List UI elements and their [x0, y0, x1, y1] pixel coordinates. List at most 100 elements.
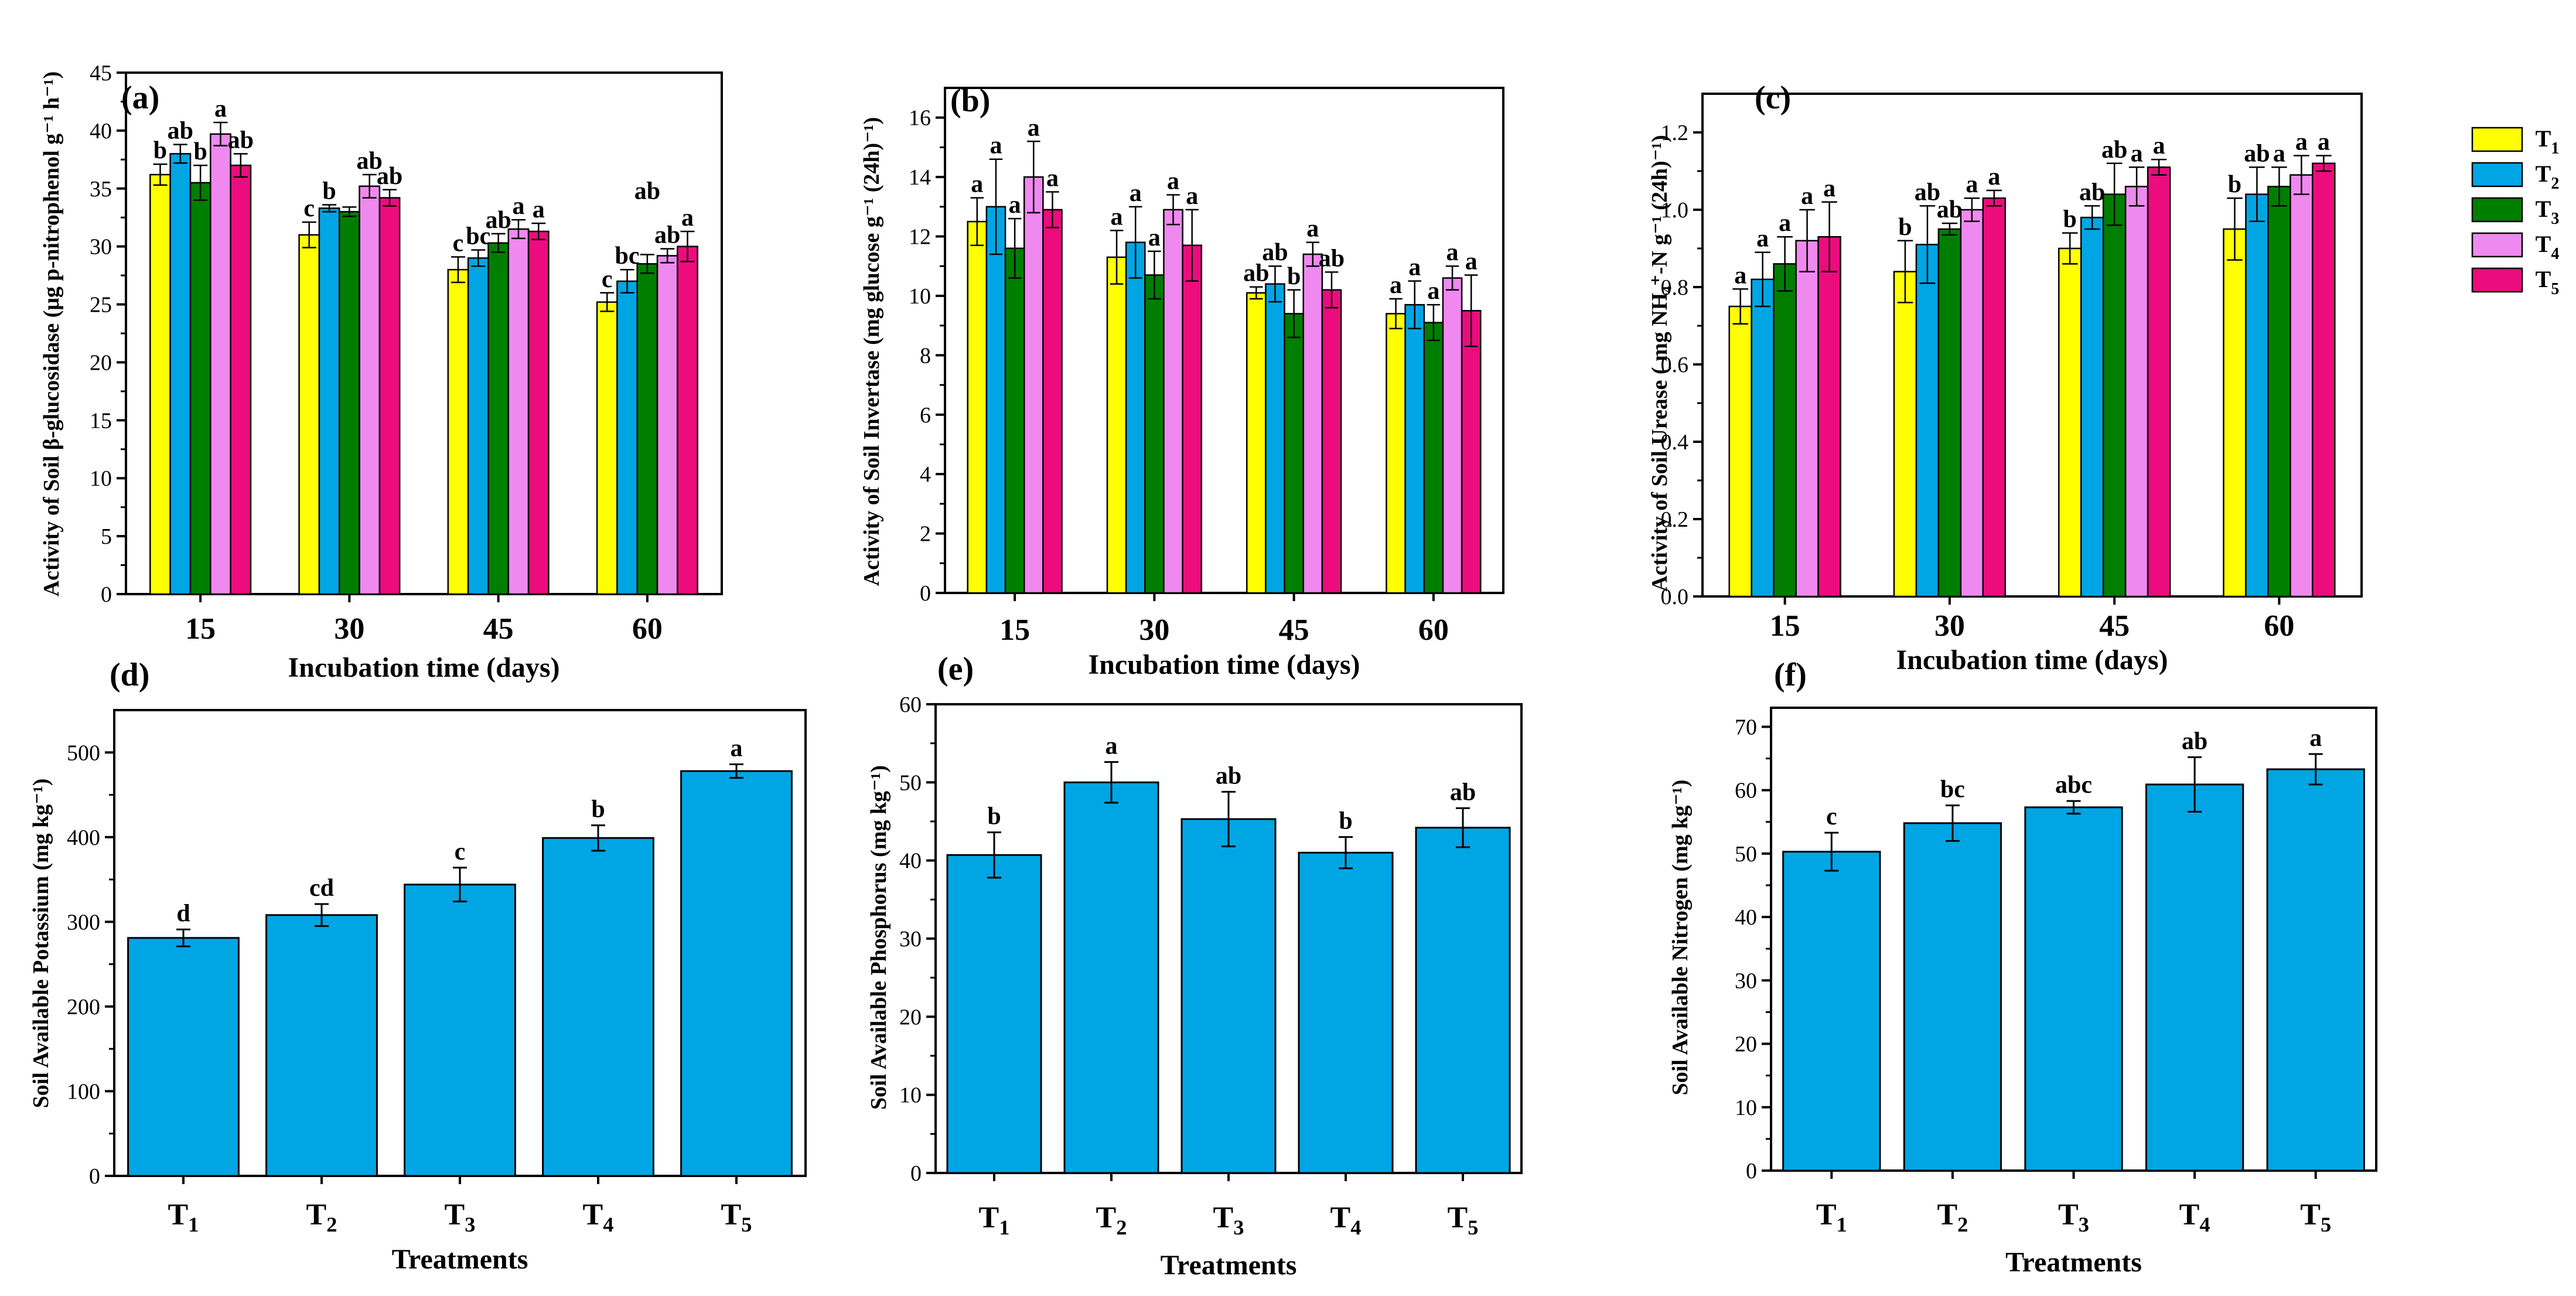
panel-label: (b) — [950, 83, 990, 119]
y-axis-title: Activity of Soil Invertase (mg glucose g… — [859, 117, 884, 586]
significance-letter: a — [731, 735, 743, 762]
y-tick-label: 12 — [909, 225, 931, 250]
x-axis-title: Incubation time (days) — [1896, 644, 2168, 676]
x-tick-label: 60 — [632, 612, 663, 646]
bar — [169, 153, 192, 595]
significance-letter: a — [1167, 168, 1179, 195]
bar — [2080, 216, 2104, 598]
legend-swatch — [2471, 232, 2523, 258]
bar — [1302, 253, 1323, 594]
bar — [636, 263, 658, 595]
significance-letter: a — [1823, 175, 1835, 202]
bar — [1106, 256, 1127, 594]
significance-letter: ab — [377, 163, 402, 190]
significance-letter: b — [1287, 263, 1301, 290]
significance-letter: a — [1801, 183, 1813, 210]
significance-letter: a — [1106, 733, 1118, 760]
legend-swatch — [2471, 162, 2523, 187]
panel-c: 0.0 0.2 0.4 0.6 0.8 1.0 1.2 (c) Activity of Soil… — [1647, 80, 2363, 676]
bar — [1144, 274, 1165, 594]
significance-letter: a — [1988, 163, 2000, 190]
x-axis-title: Treatments — [1161, 1250, 1297, 1281]
x-tick-label: T2 — [1096, 1201, 1127, 1239]
y-tick-label: 10 — [899, 1083, 922, 1108]
bar — [1795, 240, 1819, 598]
x-tick-label: 60 — [1418, 613, 1449, 647]
bar — [656, 255, 678, 595]
significance-letter: a — [2131, 140, 2143, 167]
y-axis-title: Soil Available Potassium (mg kg⁻¹) — [29, 779, 53, 1109]
bar — [487, 242, 510, 595]
x-tick-label: 60 — [2264, 609, 2294, 643]
x-tick-label: T5 — [1448, 1201, 1479, 1239]
bar — [1386, 313, 1406, 594]
plot-frame — [944, 87, 1504, 594]
significance-letter: ab — [1262, 239, 1288, 266]
significance-letter: ab — [1915, 179, 1940, 206]
bar — [2024, 806, 2123, 1172]
y-tick-label: 0 — [1746, 1159, 1757, 1184]
bar — [1960, 209, 1984, 598]
bar — [1728, 305, 1752, 598]
legend-swatch — [2471, 197, 2523, 223]
bar — [467, 257, 489, 595]
legend-label: T1 — [2536, 125, 2560, 158]
y-tick-label: 200 — [67, 995, 100, 1019]
significance-letter: ab — [1937, 196, 1963, 223]
significance-letter: c — [1826, 803, 1837, 830]
significance-letter: c — [455, 838, 466, 865]
bar — [1246, 292, 1267, 594]
y-tick-label: 20 — [90, 350, 112, 375]
bar — [127, 937, 240, 1177]
x-axis-title: Incubation time (days) — [288, 652, 559, 683]
significance-letter: a — [990, 132, 1002, 159]
x-tick-label: T1 — [979, 1201, 1010, 1239]
bar — [1893, 271, 1918, 598]
y-tick-label: 0 — [910, 1161, 922, 1186]
x-tick-label: 45 — [1279, 613, 1309, 647]
significance-letter: c — [453, 230, 464, 257]
significance-letter: b — [2228, 171, 2241, 198]
y-tick-label: 5 — [101, 524, 112, 549]
significance-letter: ab — [1216, 762, 1241, 789]
significance-letter: b — [153, 137, 167, 164]
y-axis-title: Soil Available Phosphorus (mg kg⁻¹) — [866, 765, 891, 1110]
x-tick-label: T1 — [168, 1198, 199, 1236]
significance-letter: a — [214, 96, 227, 122]
bar — [230, 164, 252, 595]
x-tick-label: T4 — [583, 1198, 614, 1236]
bar — [1461, 310, 1482, 594]
significance-letter: a — [1130, 180, 1142, 207]
significance-letter: ab — [1243, 260, 1269, 287]
y-tick-label: 60 — [1735, 779, 1757, 803]
bar — [2058, 247, 2082, 598]
bar — [985, 206, 1006, 594]
legend-label: T5 — [2536, 266, 2560, 298]
significance-letter: a — [1779, 210, 1791, 237]
y-tick-label: 25 — [90, 293, 112, 318]
x-tick-label: 45 — [2099, 609, 2130, 643]
significance-letter: a — [533, 196, 545, 223]
significance-letter: a — [2318, 129, 2330, 156]
y-tick-label: 6 — [920, 403, 931, 428]
significance-letter: ab — [2101, 137, 2127, 163]
bar — [1163, 209, 1183, 594]
bar — [1937, 228, 1962, 598]
significance-letter: a — [512, 193, 524, 220]
bar — [378, 197, 401, 595]
bar — [318, 207, 340, 595]
bar — [1063, 781, 1159, 1174]
x-tick-label: T2 — [306, 1198, 337, 1236]
significance-letter: a — [1390, 272, 1402, 299]
x-tick-label: 30 — [1934, 609, 1965, 643]
panel-d: 0 100 200 300 400 500 (d) Soil Available Potass… — [29, 657, 807, 1275]
significance-letter: a — [1046, 165, 1059, 192]
y-tick-label: 70 — [1735, 715, 1757, 739]
significance-letter: bc — [1940, 776, 1965, 803]
y-tick-label: 45 — [90, 61, 112, 86]
significance-letter: c — [602, 266, 613, 293]
x-tick-label: 15 — [185, 612, 216, 646]
bar — [1423, 322, 1444, 594]
significance-letter: bc — [615, 243, 640, 270]
